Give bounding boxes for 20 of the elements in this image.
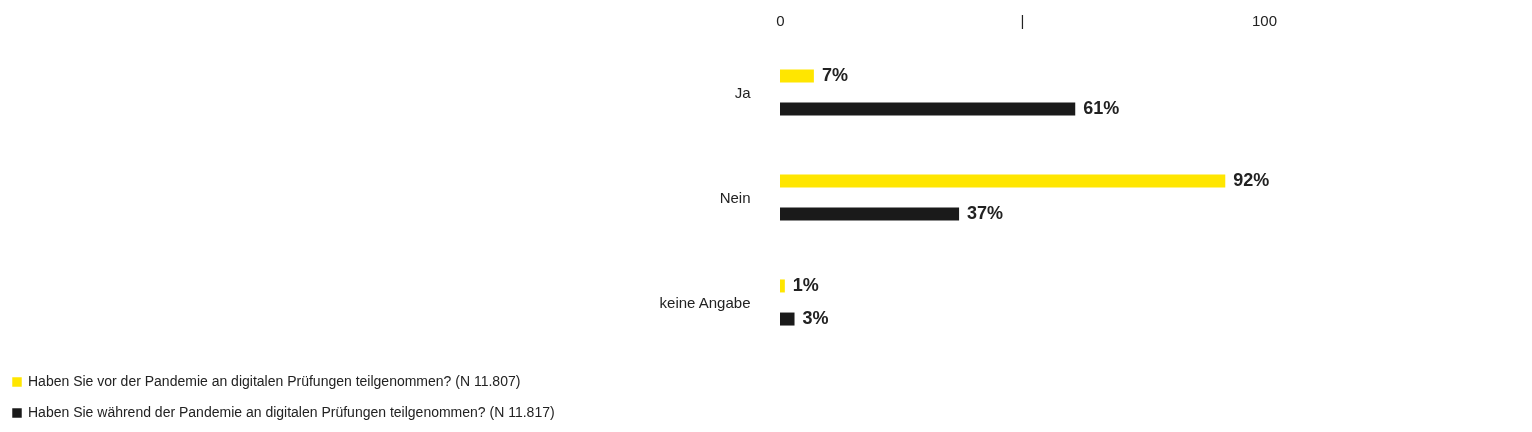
data-label: 7% [821,64,848,85]
bar [780,312,795,326]
bar [780,69,814,83]
y-tick-label: Nein [719,188,751,206]
data-label: 92% [1233,169,1270,190]
bar [780,207,960,221]
legend-label: Haben Sie vor der Pandemie an digitalen Prüfungen teilgenommen? (N 11.807) [28,373,521,389]
legend-label: Haben Sie während der Pandemie an digitalen Prüfungen teilgenommen? (N 11.817) [28,404,555,420]
bar [780,279,785,293]
data-label: 61% [1083,98,1120,119]
y-tick-label: Ja [734,83,752,101]
x-tick-label: 0 [776,11,785,29]
x-tick-label: | [1020,11,1025,29]
bar [780,102,1076,116]
data-label: 37% [967,203,1004,224]
data-label: 3% [802,308,829,329]
y-tick-label: keine Angabe [659,293,751,311]
x-tick-label: 100 [1251,11,1278,29]
bar [780,174,1226,188]
data-label: 1% [792,274,819,295]
